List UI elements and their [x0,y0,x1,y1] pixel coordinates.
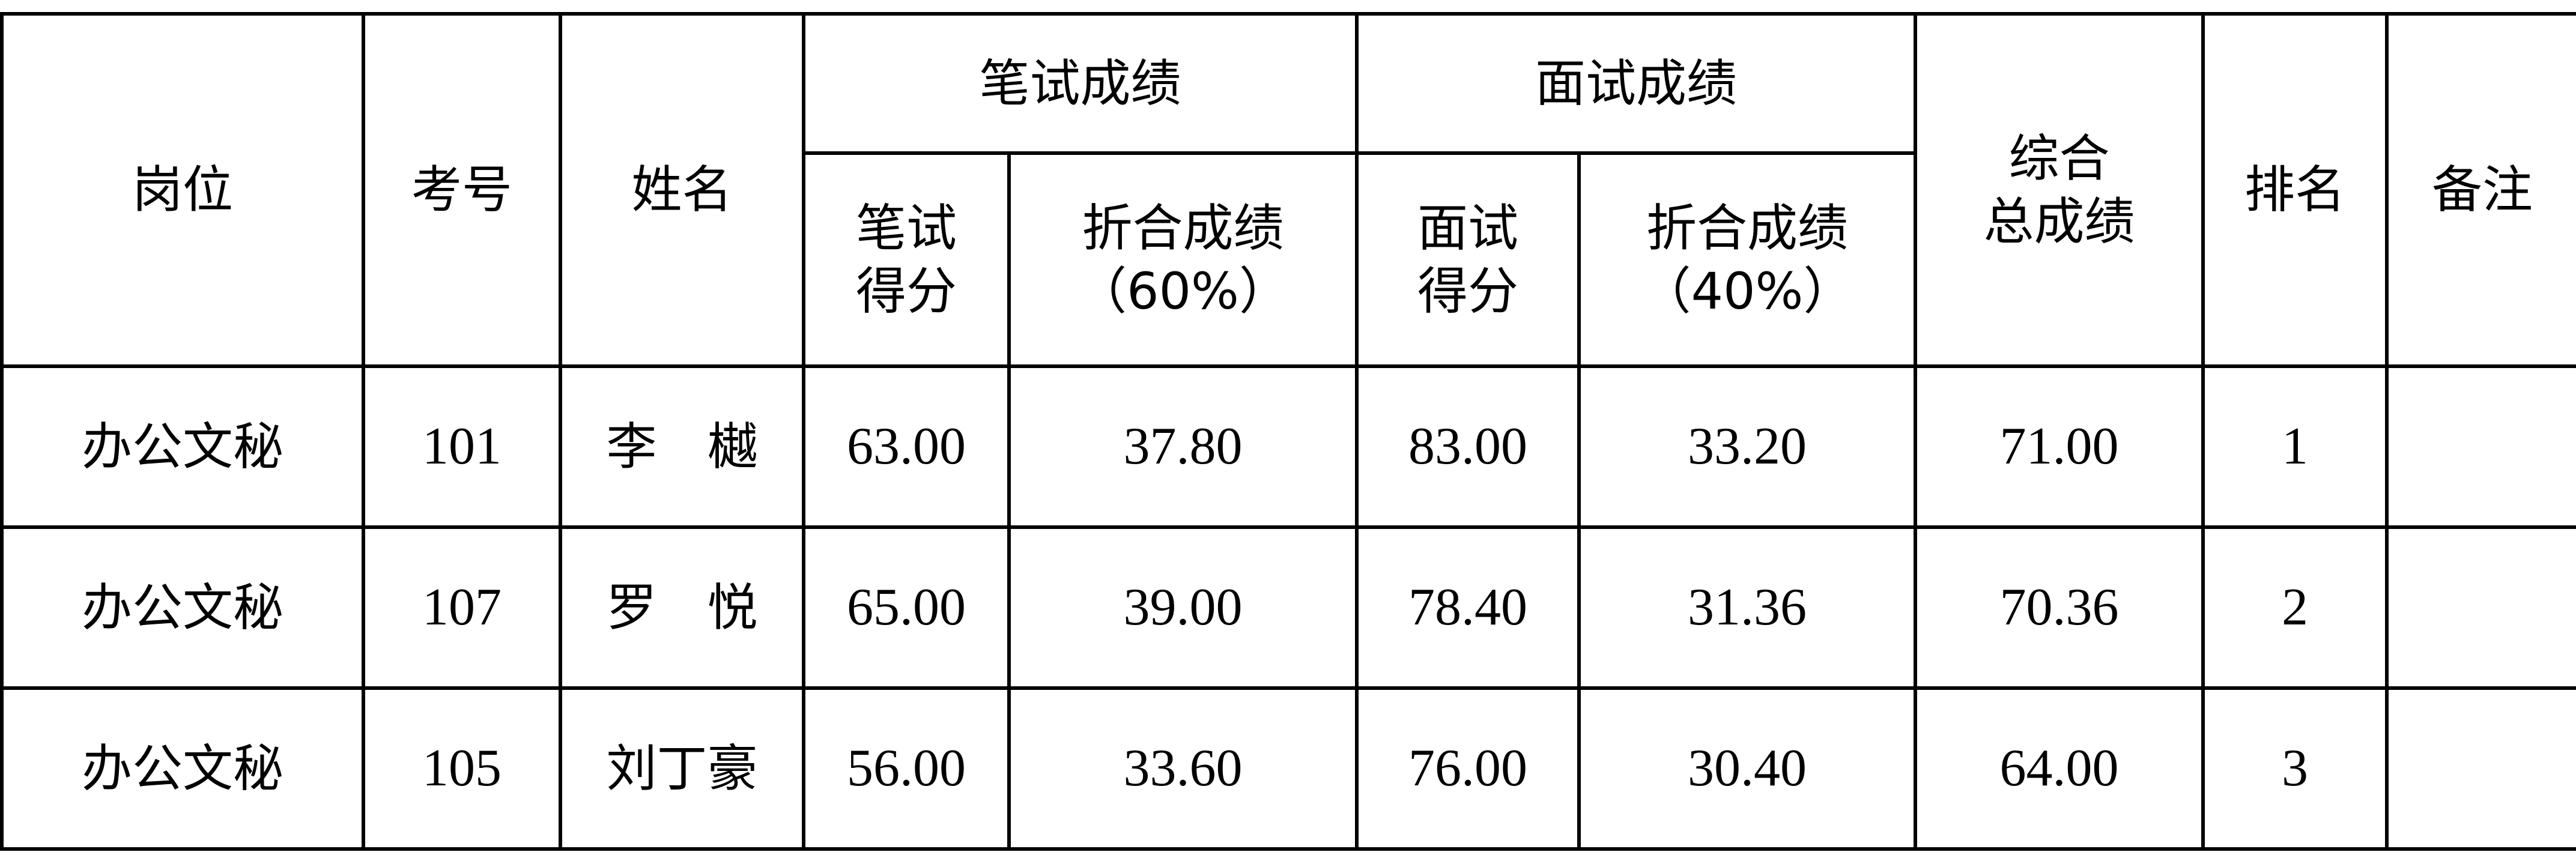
header-interview-weighted-line2: （40%） [1640,261,1854,321]
header-written-weighted-line2: （60%） [1076,261,1290,321]
cell-name: 刘丁豪 [559,686,805,851]
header-name: 姓名 [559,12,805,368]
header-total: 综合 总成绩 [1914,12,2205,368]
header-remark: 备注 [2385,12,2576,368]
header-interview-weighted-line1: 折合成绩 [1646,198,1849,258]
cell-post: 办公文秘 [0,525,365,690]
cell-interview-score: 76.00 [1355,686,1581,851]
cell-interview-score: 83.00 [1355,364,1581,529]
cell-post: 办公文秘 [0,686,365,851]
cell-name: 李 樾 [559,364,805,529]
header-row-2: 笔试 得分 折合成绩 （60%） 面试 得分 折合成绩 （40%） [2,151,2576,368]
header-total-line1: 综合 [2008,128,2110,188]
cell-interview-weighted: 30.40 [1577,686,1918,851]
cell-total: 64.00 [1914,686,2205,851]
cell-exam-no: 107 [362,525,562,690]
cell-total: 71.00 [1914,364,2205,529]
cell-remark [2385,364,2576,529]
cell-total: 70.36 [1914,525,2205,690]
table-row: 办公文秘 107 罗 悦 65.00 39.00 78.40 31.36 70.36 2 [0,525,2576,690]
cell-interview-weighted: 31.36 [1577,525,1918,690]
cell-interview-score: 78.40 [1355,525,1581,690]
header-written-score: 笔试 得分 [802,151,1011,368]
cell-name: 罗 悦 [559,525,805,690]
cell-written-weighted: 33.60 [1007,686,1359,851]
table-row: 办公文秘 105 刘丁豪 56.00 33.60 76.00 30.40 64.00 3 [0,686,2576,851]
header-interview-weighted: 折合成绩 （40%） [1577,151,1918,368]
cell-written-score: 63.00 [802,364,1011,529]
header-interview-group: 面试成绩 [1355,12,1918,155]
cell-exam-no: 101 [362,364,562,529]
header-total-line2: 总成绩 [1983,192,2135,251]
header-written-score-line2: 得分 [855,261,957,321]
table-row: 办公文秘 101 李 樾 63.00 37.80 83.00 33.20 71.00 1 [0,364,2576,529]
cell-written-weighted: 39.00 [1007,525,1359,690]
header-exam-no: 考号 [362,12,562,368]
header-row-1: 岗位 考号 姓名 笔试成绩 面试成绩 综合 总成绩 排名 备注 [0,12,2576,368]
cell-interview-weighted: 33.20 [1577,364,1918,529]
header-written-score-line1: 笔试 [855,198,957,258]
cell-rank: 2 [2201,525,2389,690]
header-written-weighted: 折合成绩 （60%） [1007,151,1359,368]
header-interview-score: 面试 得分 [1355,151,1581,368]
header-written-group: 笔试成绩 [801,12,1359,155]
cell-written-score: 65.00 [802,525,1011,690]
cell-remark [2385,686,2576,851]
cell-remark [2385,525,2576,690]
cell-written-weighted: 37.80 [1007,364,1359,529]
header-post: 岗位 [0,12,365,368]
header-interview-score-line1: 面试 [1417,198,1519,258]
header-rank: 排名 [2201,12,2389,368]
score-table: 岗位 考号 姓名 笔试成绩 面试成绩 综合 总成绩 排名 备注 笔试 得分 折合… [0,12,2576,851]
cell-exam-no: 105 [362,686,562,851]
cell-rank: 1 [2201,364,2389,529]
cell-post: 办公文秘 [0,364,365,529]
header-interview-score-line2: 得分 [1417,261,1519,321]
header-written-weighted-line1: 折合成绩 [1082,198,1284,258]
cell-written-score: 56.00 [802,686,1011,851]
cell-rank: 3 [2201,686,2389,851]
